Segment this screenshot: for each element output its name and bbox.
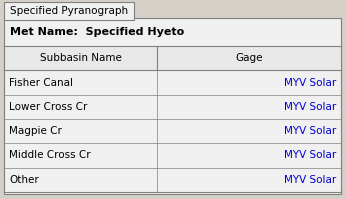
Text: Other: Other: [9, 175, 39, 185]
Text: Specified Pyranograph: Specified Pyranograph: [10, 6, 128, 16]
Bar: [4, 168, 341, 192]
Text: Fisher Canal: Fisher Canal: [9, 77, 73, 88]
Text: MYV Solar: MYV Solar: [284, 102, 336, 112]
Text: MYV Solar: MYV Solar: [284, 150, 336, 161]
Bar: [4, 70, 341, 95]
Text: Magpie Cr: Magpie Cr: [9, 126, 62, 136]
Text: Subbasin Name: Subbasin Name: [40, 53, 121, 63]
Text: Middle Cross Cr: Middle Cross Cr: [9, 150, 91, 161]
Bar: [4, 119, 341, 143]
Bar: [4, 143, 341, 168]
FancyBboxPatch shape: [4, 2, 134, 20]
Text: MYV Solar: MYV Solar: [284, 175, 336, 185]
Text: Lower Cross Cr: Lower Cross Cr: [9, 102, 87, 112]
Bar: [4, 18, 341, 194]
Bar: [4, 95, 341, 119]
Text: MYV Solar: MYV Solar: [284, 77, 336, 88]
Text: MYV Solar: MYV Solar: [284, 126, 336, 136]
Text: Gage: Gage: [235, 53, 263, 63]
Bar: [4, 46, 341, 70]
Text: Met Name:  Specified Hyeto: Met Name: Specified Hyeto: [10, 27, 184, 37]
